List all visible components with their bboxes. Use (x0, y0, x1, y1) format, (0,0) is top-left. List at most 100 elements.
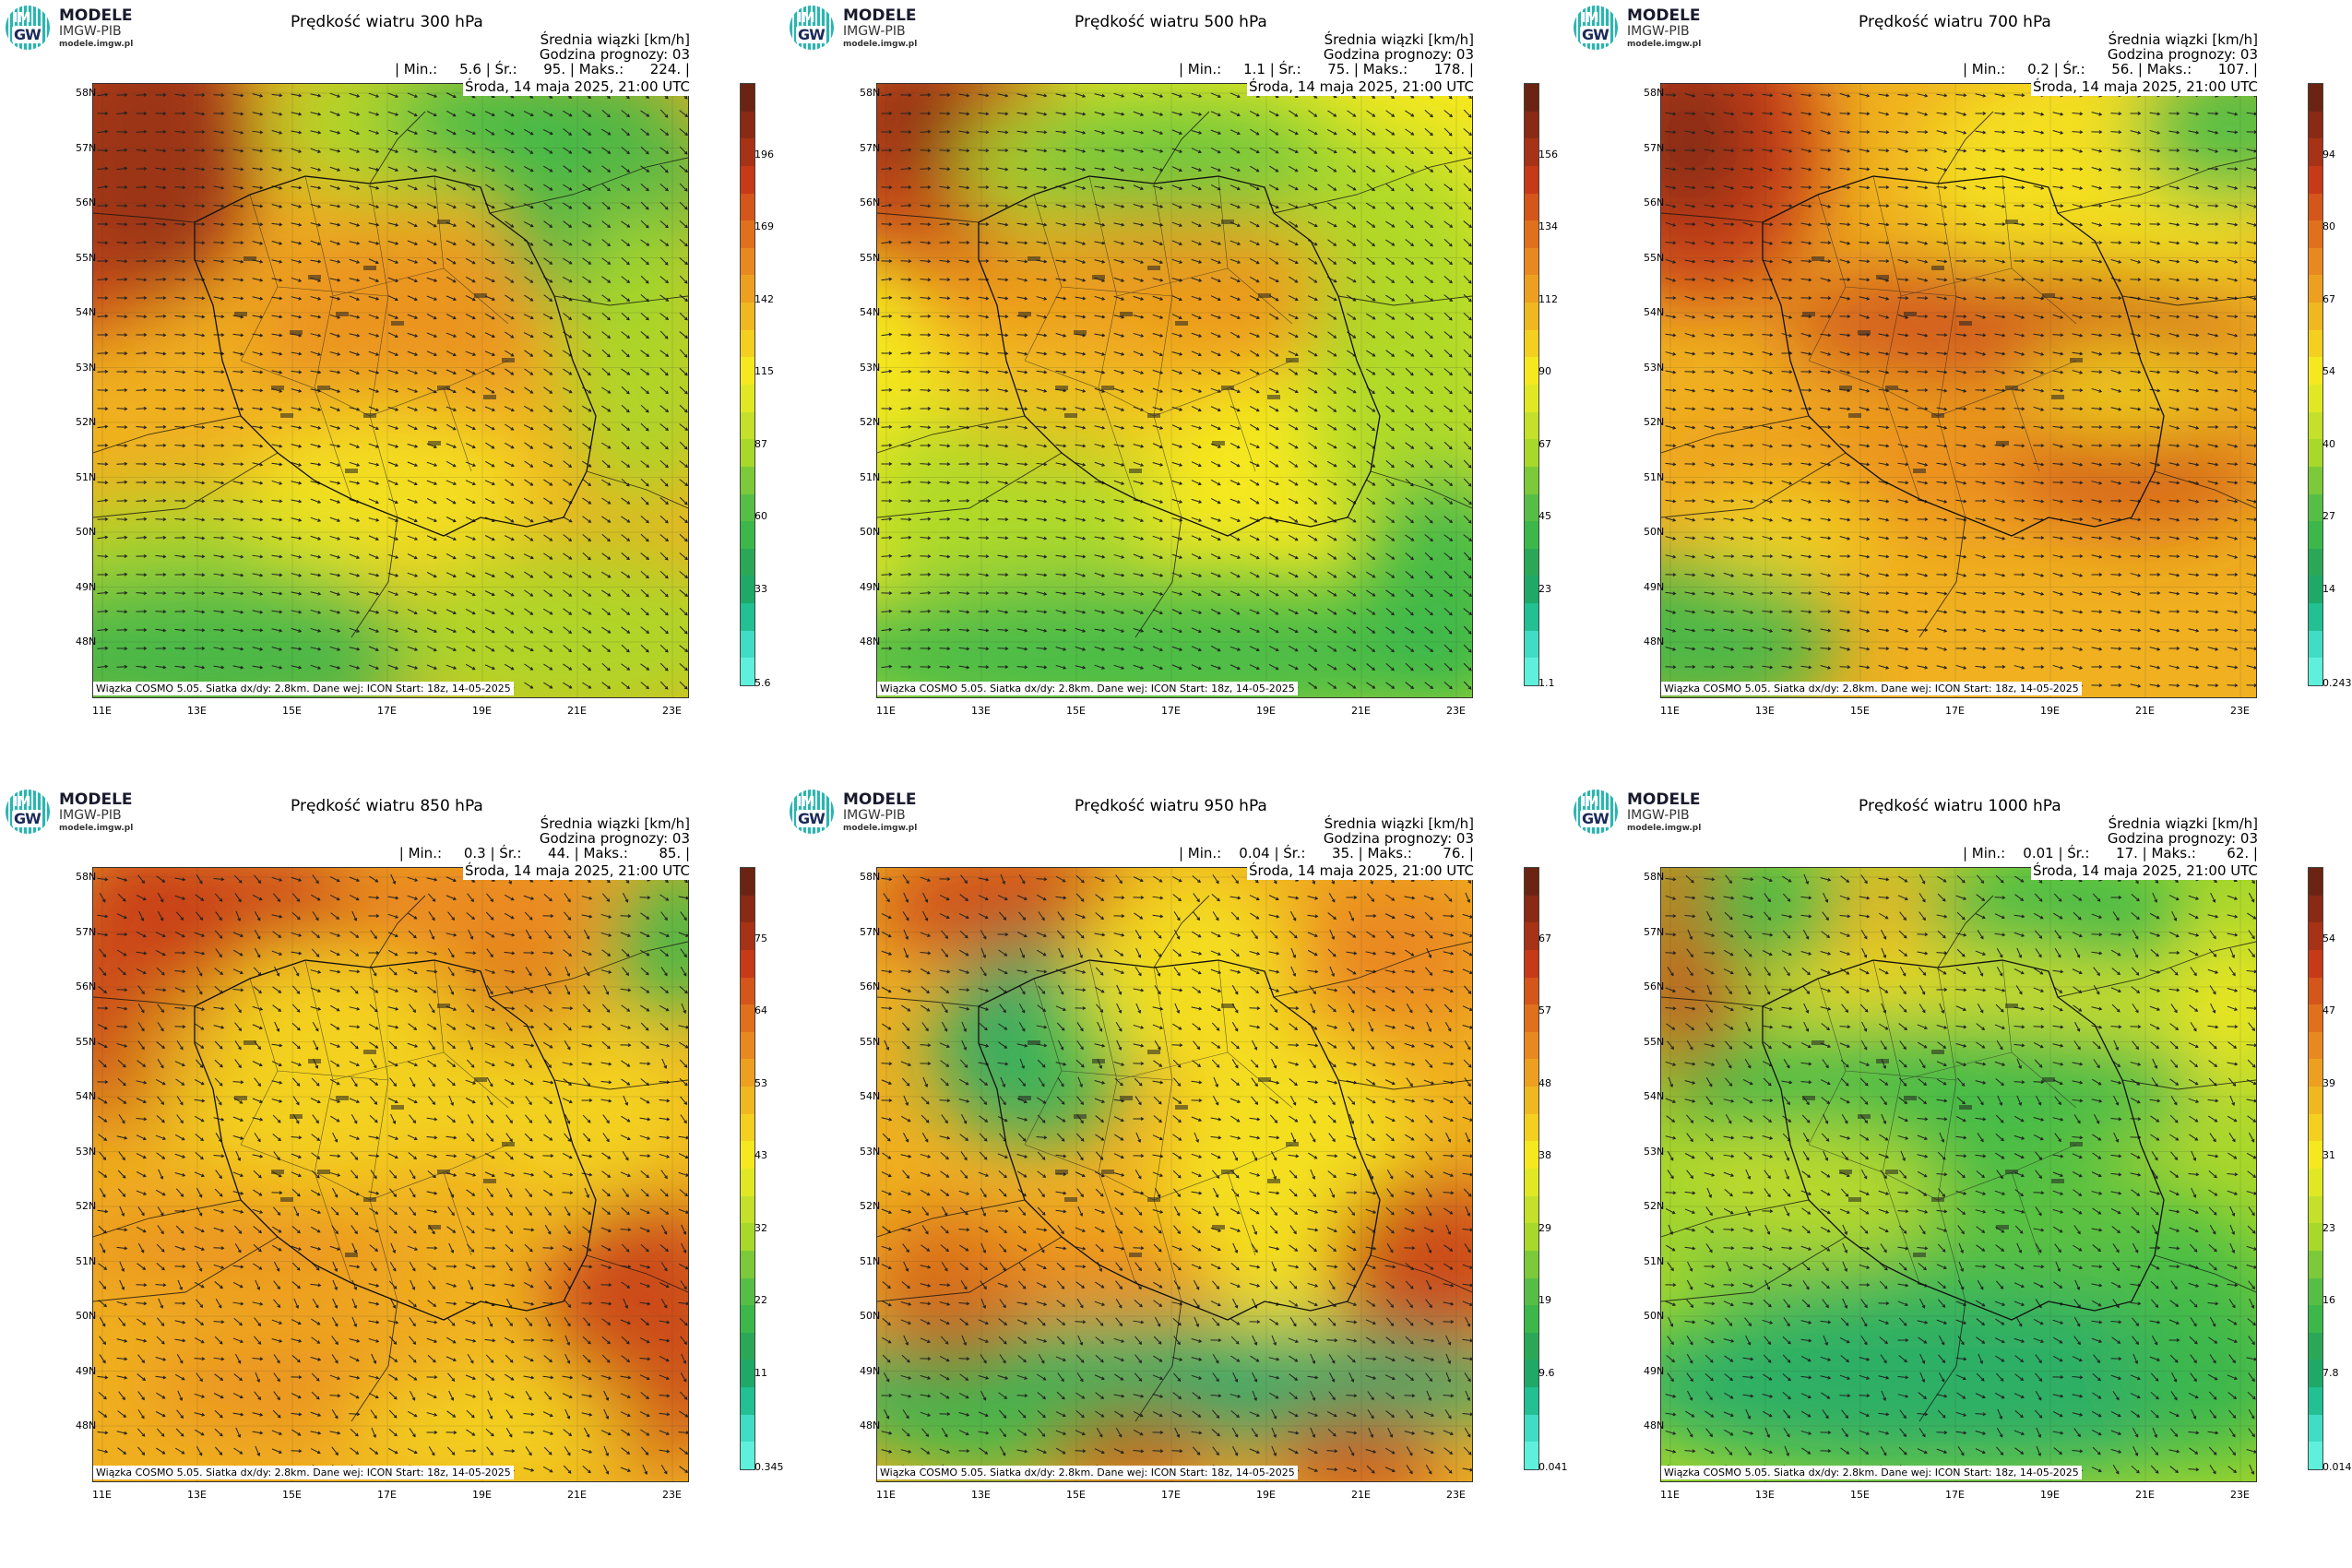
wind-arrow (679, 257, 688, 265)
wind-arrow (1385, 368, 1395, 375)
wind-arrow (1113, 591, 1124, 595)
wind-arrow-head (1159, 94, 1164, 98)
wind-arrow (2246, 185, 2256, 189)
wind-arrow (1975, 167, 1986, 171)
wind-arrow (232, 536, 244, 540)
wind-arrow (582, 571, 591, 578)
wind-arrow (958, 555, 969, 557)
wind-arrow-head (2060, 222, 2064, 227)
wind-arrow (1684, 93, 1695, 97)
wind-arrow-head (588, 223, 592, 228)
wind-arrow-head (626, 169, 631, 172)
wind-arrow-head (471, 629, 476, 634)
wind-arrow-head (453, 408, 457, 411)
wind-arrow (679, 552, 688, 560)
wind-arrow (939, 407, 950, 410)
wind-arrow-head (201, 517, 206, 522)
wind-arrow-head (1043, 425, 1048, 430)
wind-arrow (582, 423, 591, 431)
wind-arrow-head (1313, 131, 1318, 136)
wind-arrow-head (549, 390, 553, 394)
wind-arrow-head (433, 500, 437, 505)
wind-arrow (271, 167, 282, 171)
wind-arrow-head (1101, 185, 1106, 190)
wind-arrow (900, 445, 911, 446)
wind-arrow-head (1082, 591, 1087, 596)
wind-arrow (445, 627, 457, 633)
wind-arrow-head (1255, 131, 1260, 136)
wind-arrow (679, 625, 688, 635)
wind-arrow (174, 131, 185, 133)
wind-arrow-head (413, 186, 418, 191)
wind-arrow-head (298, 112, 303, 116)
wind-arrow-head (1024, 333, 1028, 338)
wind-arrow (1269, 350, 1278, 357)
wind-arrow-head (1140, 591, 1145, 596)
wind-arrow (2188, 259, 2199, 263)
wind-arrow (1366, 663, 1375, 671)
wind-arrow (1055, 222, 1066, 226)
wind-arrow (1055, 664, 1066, 670)
wind-arrow (349, 553, 360, 559)
wind-arrow-head (1237, 647, 1241, 651)
wind-arrow (426, 553, 437, 559)
wind-arrow-head (946, 221, 951, 226)
wind-arrow (97, 536, 108, 540)
wind-arrow (445, 609, 457, 614)
wind-arrow-head (1256, 629, 1260, 634)
wind-arrow (1385, 165, 1395, 172)
wind-arrow-head (626, 593, 630, 598)
wind-arrow (1405, 220, 1414, 229)
wind-arrow (524, 460, 533, 468)
wind-arrow-head (1692, 204, 1696, 208)
wind-arrow (213, 407, 224, 410)
wind-arrow (174, 259, 185, 263)
wind-arrow (1055, 278, 1066, 281)
wind-arrow-head (664, 113, 669, 118)
wind-arrow-head (529, 555, 534, 560)
wind-arrow (484, 423, 495, 431)
wind-arrow (1463, 331, 1472, 339)
wind-arrow-head (1924, 148, 1929, 153)
wind-arrow (543, 350, 552, 357)
wind-arrow-head (1043, 536, 1048, 540)
wind-arrow (621, 386, 630, 395)
wind-arrow (1994, 259, 2005, 263)
wind-arrow-head (529, 464, 534, 468)
wind-arrow (174, 628, 185, 632)
wind-arrow-head (434, 352, 437, 357)
wind-arrow (1075, 92, 1086, 98)
wind-arrow-head (240, 610, 244, 614)
wind-arrow (1133, 664, 1144, 670)
wind-arrow (1955, 204, 1966, 208)
wind-arrow (368, 92, 379, 98)
wind-arrow-head (1121, 168, 1125, 172)
wind-arrow (601, 220, 611, 228)
wind-arrow (1249, 203, 1260, 208)
wind-arrow-head (143, 370, 148, 374)
wind-arrow-head (1024, 204, 1028, 208)
wind-arrow (621, 220, 630, 228)
wind-arrow (1229, 350, 1241, 357)
wind-arrow-head (279, 407, 283, 411)
wind-arrow-head (337, 463, 341, 467)
wind-arrow-head (529, 630, 534, 634)
wind-arrow-head (626, 667, 631, 671)
wind-arrow-head (607, 648, 612, 653)
wind-arrow-head (1121, 130, 1125, 135)
wind-arrow-head (1101, 574, 1106, 577)
wind-arrow-head (1179, 445, 1183, 448)
wind-arrow (1443, 441, 1453, 450)
wind-arrow (1250, 423, 1259, 431)
wind-arrow (659, 515, 669, 524)
wind-arrow-head (1847, 185, 1851, 190)
wind-arrow-head (317, 647, 322, 651)
wind-arrow (523, 516, 534, 523)
wind-arrow-head (182, 222, 186, 227)
wind-arrow-head (1372, 556, 1376, 560)
wind-arrow-head (607, 169, 612, 172)
wind-arrow-head (568, 260, 573, 265)
wind-arrow-head (1467, 519, 1472, 524)
wind-arrow-head (1236, 113, 1241, 117)
wind-arrow (1463, 275, 1472, 284)
